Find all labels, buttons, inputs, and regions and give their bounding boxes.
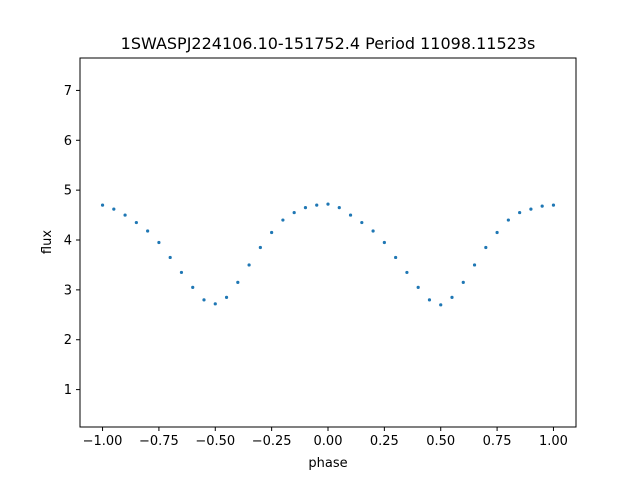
y-tick-label: 6 — [64, 134, 72, 149]
y-tick-label: 5 — [64, 184, 72, 199]
data-point — [337, 205, 341, 210]
data-point — [405, 270, 409, 275]
data-point — [213, 302, 217, 306]
data-point — [551, 203, 556, 207]
data-point — [191, 285, 195, 289]
y-tick-label: 1 — [64, 383, 72, 398]
y-tick: 4 — [64, 234, 80, 249]
x-tick-label: −0.25 — [252, 434, 292, 449]
x-tick: −0.75 — [139, 427, 179, 449]
data-point — [506, 218, 510, 222]
data-point — [112, 207, 116, 211]
data-point — [529, 207, 533, 211]
x-tick: −1.00 — [83, 427, 123, 449]
y-tick: 1 — [64, 383, 80, 398]
x-tick-label: −1.00 — [83, 434, 123, 449]
x-tick-label: 0.00 — [314, 434, 343, 449]
x-tick-label: 1.00 — [539, 434, 568, 449]
data-point — [281, 218, 285, 222]
chart-title: 1SWASPJ224106.10-151752.4 Period 11098.1… — [121, 34, 536, 53]
x-tick: 0.75 — [483, 427, 512, 449]
data-point — [450, 295, 454, 299]
data-point — [427, 298, 432, 302]
data-point — [224, 295, 229, 299]
data-point — [247, 263, 251, 267]
plot-frame — [79, 57, 577, 428]
y-axis: 1 2 3 4 5 6 7 — [64, 84, 80, 398]
x-tick: 1.00 — [539, 427, 568, 449]
x-axis: −1.00 −0.75 −0.50 −0.25 0.00 0.25 0.50 0.75 1.00 — [83, 427, 568, 449]
y-tick: 3 — [64, 283, 80, 298]
data-point — [461, 280, 465, 284]
data-point — [146, 229, 150, 233]
data-point — [157, 240, 161, 245]
y-tick: 5 — [64, 184, 80, 199]
x-tick-label: 0.75 — [483, 434, 512, 449]
y-tick-label: 2 — [64, 333, 72, 348]
y-tick: 7 — [64, 84, 80, 99]
y-tick: 2 — [64, 333, 80, 348]
data-point — [394, 255, 398, 260]
y-tick-label: 4 — [64, 234, 72, 249]
data-point — [439, 303, 443, 307]
y-tick: 6 — [64, 134, 80, 149]
data-point — [100, 203, 105, 207]
x-tick-label: −0.75 — [139, 434, 179, 449]
data-point — [540, 204, 544, 208]
x-tick-label: 0.25 — [370, 434, 399, 449]
x-tick: −0.50 — [195, 427, 235, 449]
y-axis-label: flux — [40, 230, 55, 254]
x-axis-label: phase — [308, 456, 347, 471]
x-tick: −0.25 — [252, 427, 292, 449]
x-tick-label: −0.50 — [195, 434, 235, 449]
x-tick: 0.50 — [426, 427, 455, 449]
data-point — [303, 205, 308, 210]
data-point — [258, 245, 262, 250]
scatter-points — [100, 202, 556, 307]
x-tick: 0.25 — [370, 427, 399, 449]
data-point — [292, 210, 296, 215]
data-point — [518, 210, 522, 215]
data-point — [382, 240, 386, 245]
data-point — [371, 229, 375, 233]
data-point — [348, 213, 353, 217]
data-point — [270, 230, 274, 235]
data-point — [134, 220, 138, 225]
data-point — [484, 245, 488, 250]
data-point — [495, 230, 499, 235]
data-point — [168, 255, 172, 260]
data-point — [236, 280, 240, 284]
data-point — [472, 263, 477, 267]
y-tick-label: 3 — [64, 283, 72, 298]
x-tick-label: 0.50 — [426, 434, 455, 449]
data-point — [360, 220, 364, 225]
data-point — [326, 202, 330, 206]
data-point — [123, 213, 127, 217]
data-point — [315, 203, 319, 207]
data-point — [179, 270, 184, 275]
y-tick-label: 7 — [64, 84, 72, 99]
data-point — [416, 285, 420, 289]
data-point — [202, 298, 206, 302]
x-tick: 0.00 — [314, 427, 343, 449]
